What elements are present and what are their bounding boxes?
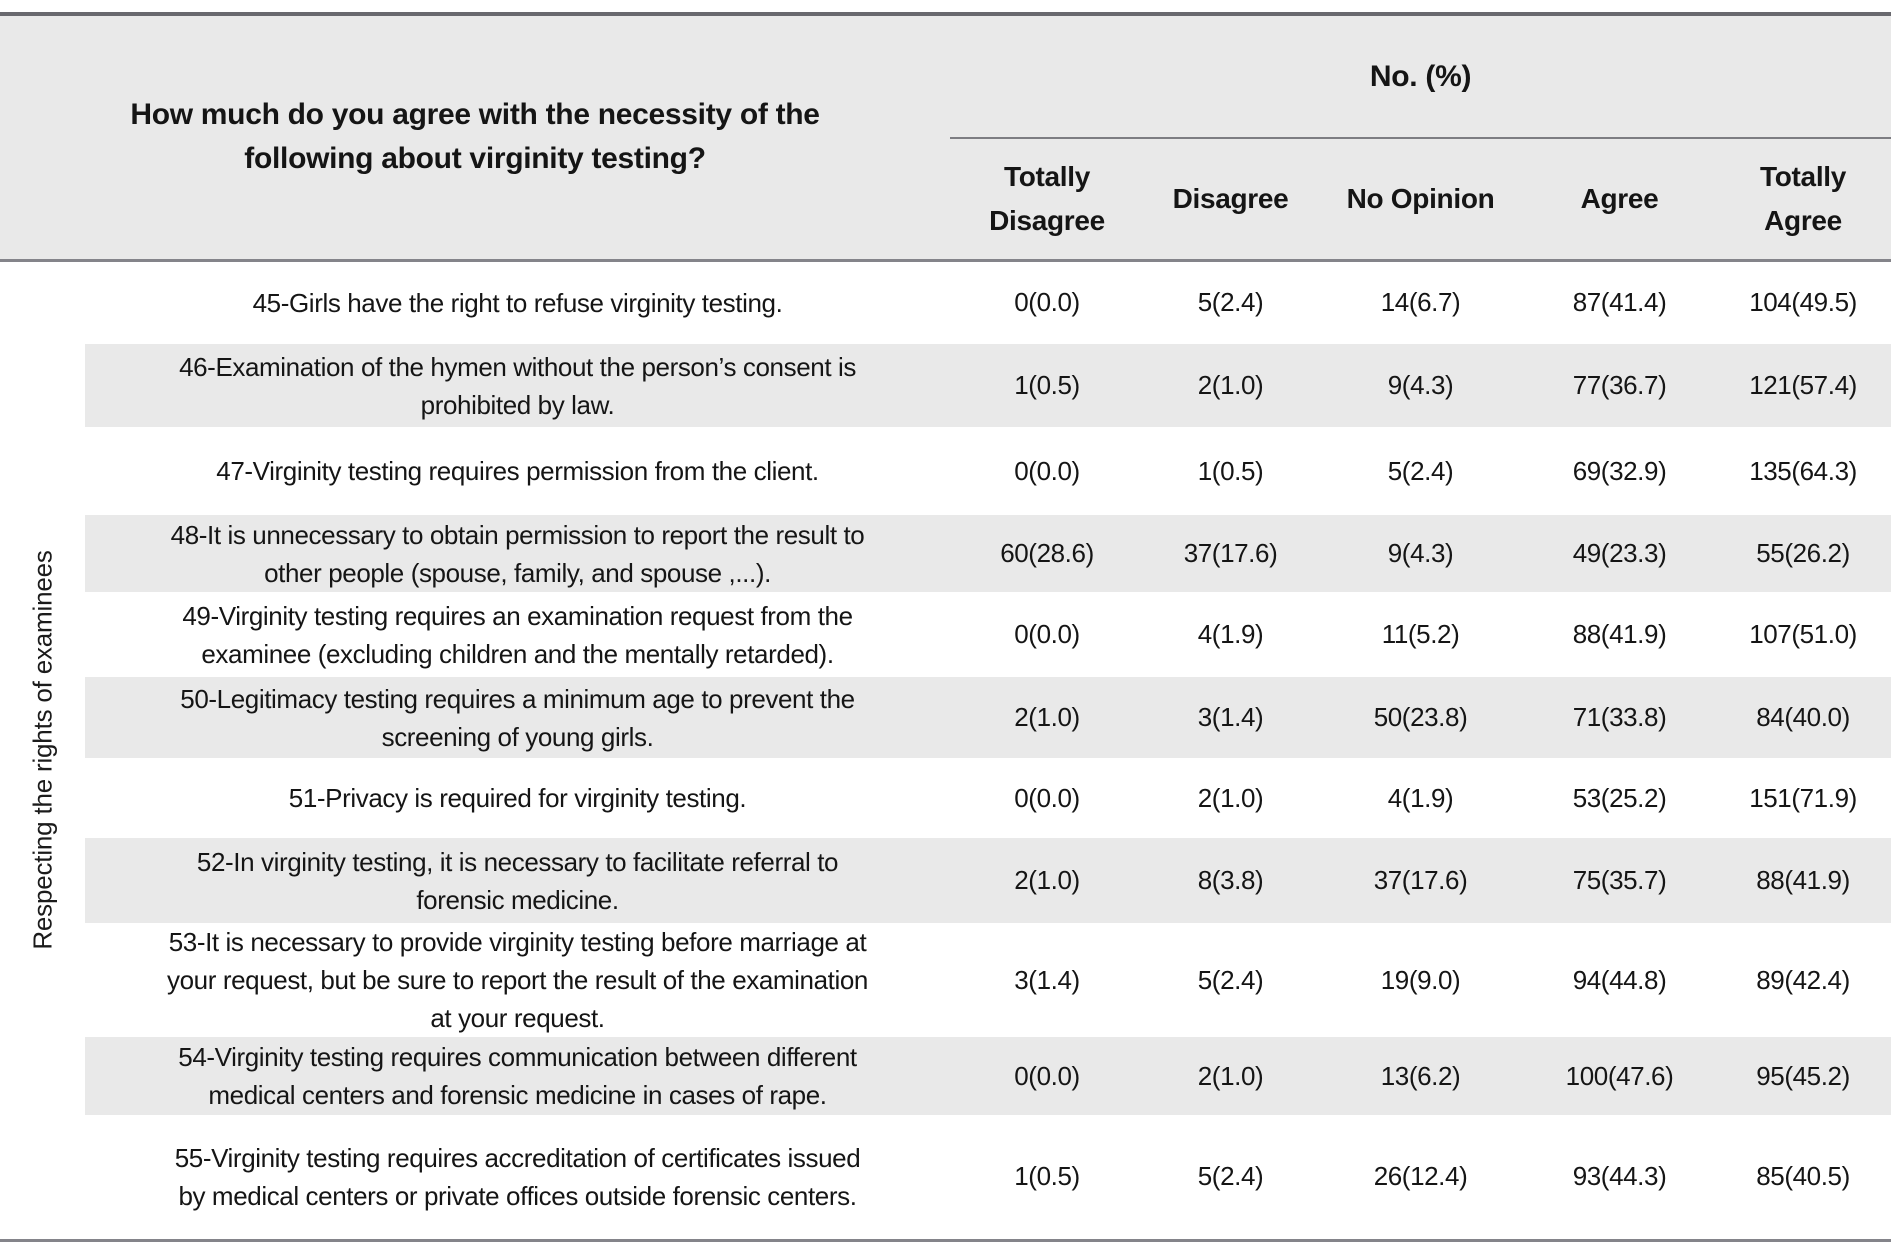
value-cell: 26(12.4) (1373, 1161, 1468, 1192)
question-cell: 45-Girls have the right to refuse virgin… (252, 287, 783, 318)
table-row: 49-Virginity testing requires an examina… (0, 592, 1891, 677)
table-row: 54-Virginity testing requires communicat… (0, 1037, 1891, 1115)
table-row: 55-Virginity testing requires accreditat… (0, 1115, 1891, 1240)
question-cell: 50-Legitimacy testing requires a minimum… (85, 677, 951, 758)
value-cell: 53(25.2) (1572, 782, 1667, 813)
value-cell: 55(26.2) (1715, 515, 1891, 592)
column-header-no-opinion: No Opinion (1317, 138, 1525, 262)
value-cell: 88(41.9) (1572, 619, 1667, 649)
value-cell: 104(49.5) (1749, 287, 1857, 318)
value-cell: 75(35.7) (1524, 838, 1716, 923)
table-row: 53-It is necessary to provide virginity … (0, 923, 1891, 1037)
value-cell: 71(33.8) (1524, 677, 1716, 758)
value-cell: 37(17.6) (1144, 515, 1318, 592)
value-cell: 8(3.8) (1144, 838, 1318, 923)
column-header-agree: Agree (1524, 138, 1716, 262)
header-row-columns: Totally Disagree Disagree No Opinion Agr… (0, 138, 1891, 262)
value-cell: 1(0.5) (1197, 455, 1264, 486)
row-group-label: Respecting the rights of examinees (27, 550, 57, 950)
value-cell: 60(28.6) (950, 515, 1145, 592)
value-cell: 3(1.4) (1014, 964, 1080, 995)
value-cell: 0(0.0) (1014, 619, 1080, 649)
value-cell: 93(44.3) (1572, 1161, 1667, 1192)
value-cell: 151(71.9) (1749, 782, 1857, 813)
value-cell: 5(2.4) (1197, 964, 1264, 995)
value-cell: 9(4.3) (1317, 515, 1525, 592)
value-cell: 0(0.0) (1014, 455, 1080, 486)
column-header-disagree: Disagree (1144, 138, 1318, 262)
table-row: 46-Examination of the hymen without the … (0, 344, 1891, 427)
survey-results-table: How much do you agree with the necessity… (0, 12, 1891, 1242)
table-row: 48-It is unnecessary to obtain permissio… (0, 515, 1891, 592)
value-cell: 19(9.0) (1380, 964, 1461, 995)
question-cell: 54-Virginity testing requires communicat… (85, 1037, 951, 1115)
header-row-group: How much do you agree with the necessity… (0, 14, 1891, 262)
value-cell: 85(40.5) (1756, 1161, 1850, 1192)
value-cell: 37(17.6) (1317, 838, 1525, 923)
value-cell: 88(41.9) (1715, 838, 1891, 923)
question-cell: 55-Virginity testing requires accreditat… (174, 1142, 861, 1211)
value-cell: 2(1.0) (1144, 1037, 1318, 1115)
column-header-totally-disagree: Totally Disagree (950, 138, 1145, 262)
table-row: 50-Legitimacy testing requires a minimum… (0, 677, 1891, 758)
value-cell: 4(1.9) (1197, 619, 1264, 649)
table-row: 47-Virginity testing requires permission… (0, 427, 1891, 515)
question-cell: 51-Privacy is required for virginity tes… (288, 783, 747, 813)
question-cell: 53-It is necessary to provide virginity … (167, 927, 868, 1033)
value-cell: 3(1.4) (1144, 677, 1318, 758)
question-cell: 47-Virginity testing requires permission… (216, 456, 819, 486)
value-cell: 50(23.8) (1317, 677, 1525, 758)
value-cell: 2(1.0) (950, 677, 1145, 758)
value-cell: 100(47.6) (1524, 1037, 1716, 1115)
question-cell: 46-Examination of the hymen without the … (85, 344, 951, 427)
value-cell: 84(40.0) (1715, 677, 1891, 758)
value-cell: 95(45.2) (1715, 1037, 1891, 1115)
value-cell: 1(0.5) (1014, 1161, 1080, 1192)
question-cell: 48-It is unnecessary to obtain permissio… (85, 515, 951, 592)
value-cell: 9(4.3) (1317, 344, 1525, 427)
value-cell: 49(23.3) (1524, 515, 1716, 592)
value-cell: 69(32.9) (1572, 455, 1667, 486)
row-group-cell: Respecting the rights of examinees (0, 260, 85, 1240)
question-column-header: How much do you agree with the necessity… (0, 14, 951, 262)
value-cell: 14(6.7) (1380, 287, 1461, 318)
value-cell: 1(0.5) (950, 344, 1145, 427)
value-cell: 0(0.0) (1014, 287, 1080, 318)
value-cell: 107(51.0) (1749, 619, 1857, 649)
value-cell: 94(44.8) (1572, 964, 1667, 995)
value-cell: 135(64.3) (1749, 455, 1857, 486)
question-cell: 52-In virginity testing, it is necessary… (85, 838, 951, 923)
value-cell: 87(41.4) (1572, 287, 1667, 318)
value-cell: 5(2.4) (1197, 287, 1264, 318)
value-cell: 2(1.0) (1197, 782, 1264, 813)
value-cell: 0(0.0) (950, 1037, 1145, 1115)
value-cell: 77(36.7) (1524, 344, 1716, 427)
value-cell: 121(57.4) (1715, 344, 1891, 427)
value-cell: 4(1.9) (1387, 782, 1454, 813)
value-cell: 5(2.4) (1387, 455, 1454, 486)
value-cell: 89(42.4) (1756, 964, 1850, 995)
column-header-totally-agree: Totally Agree (1715, 138, 1891, 262)
no-percent-group-header: No. (%) (950, 14, 1891, 139)
value-cell: 2(1.0) (950, 838, 1145, 923)
value-cell: 0(0.0) (1014, 782, 1080, 813)
table-row: Respecting the rights of examinees 45-Gi… (0, 260, 1891, 1240)
question-cell: 49-Virginity testing requires an examina… (182, 600, 853, 669)
table-row: 52-In virginity testing, it is necessary… (0, 838, 1891, 923)
value-cell: 11(5.2) (1381, 619, 1460, 649)
value-cell: 5(2.4) (1197, 1161, 1264, 1192)
table-row: 51-Privacy is required for virginity tes… (0, 758, 1891, 838)
value-cell: 2(1.0) (1144, 344, 1318, 427)
value-cell: 13(6.2) (1317, 1037, 1525, 1115)
